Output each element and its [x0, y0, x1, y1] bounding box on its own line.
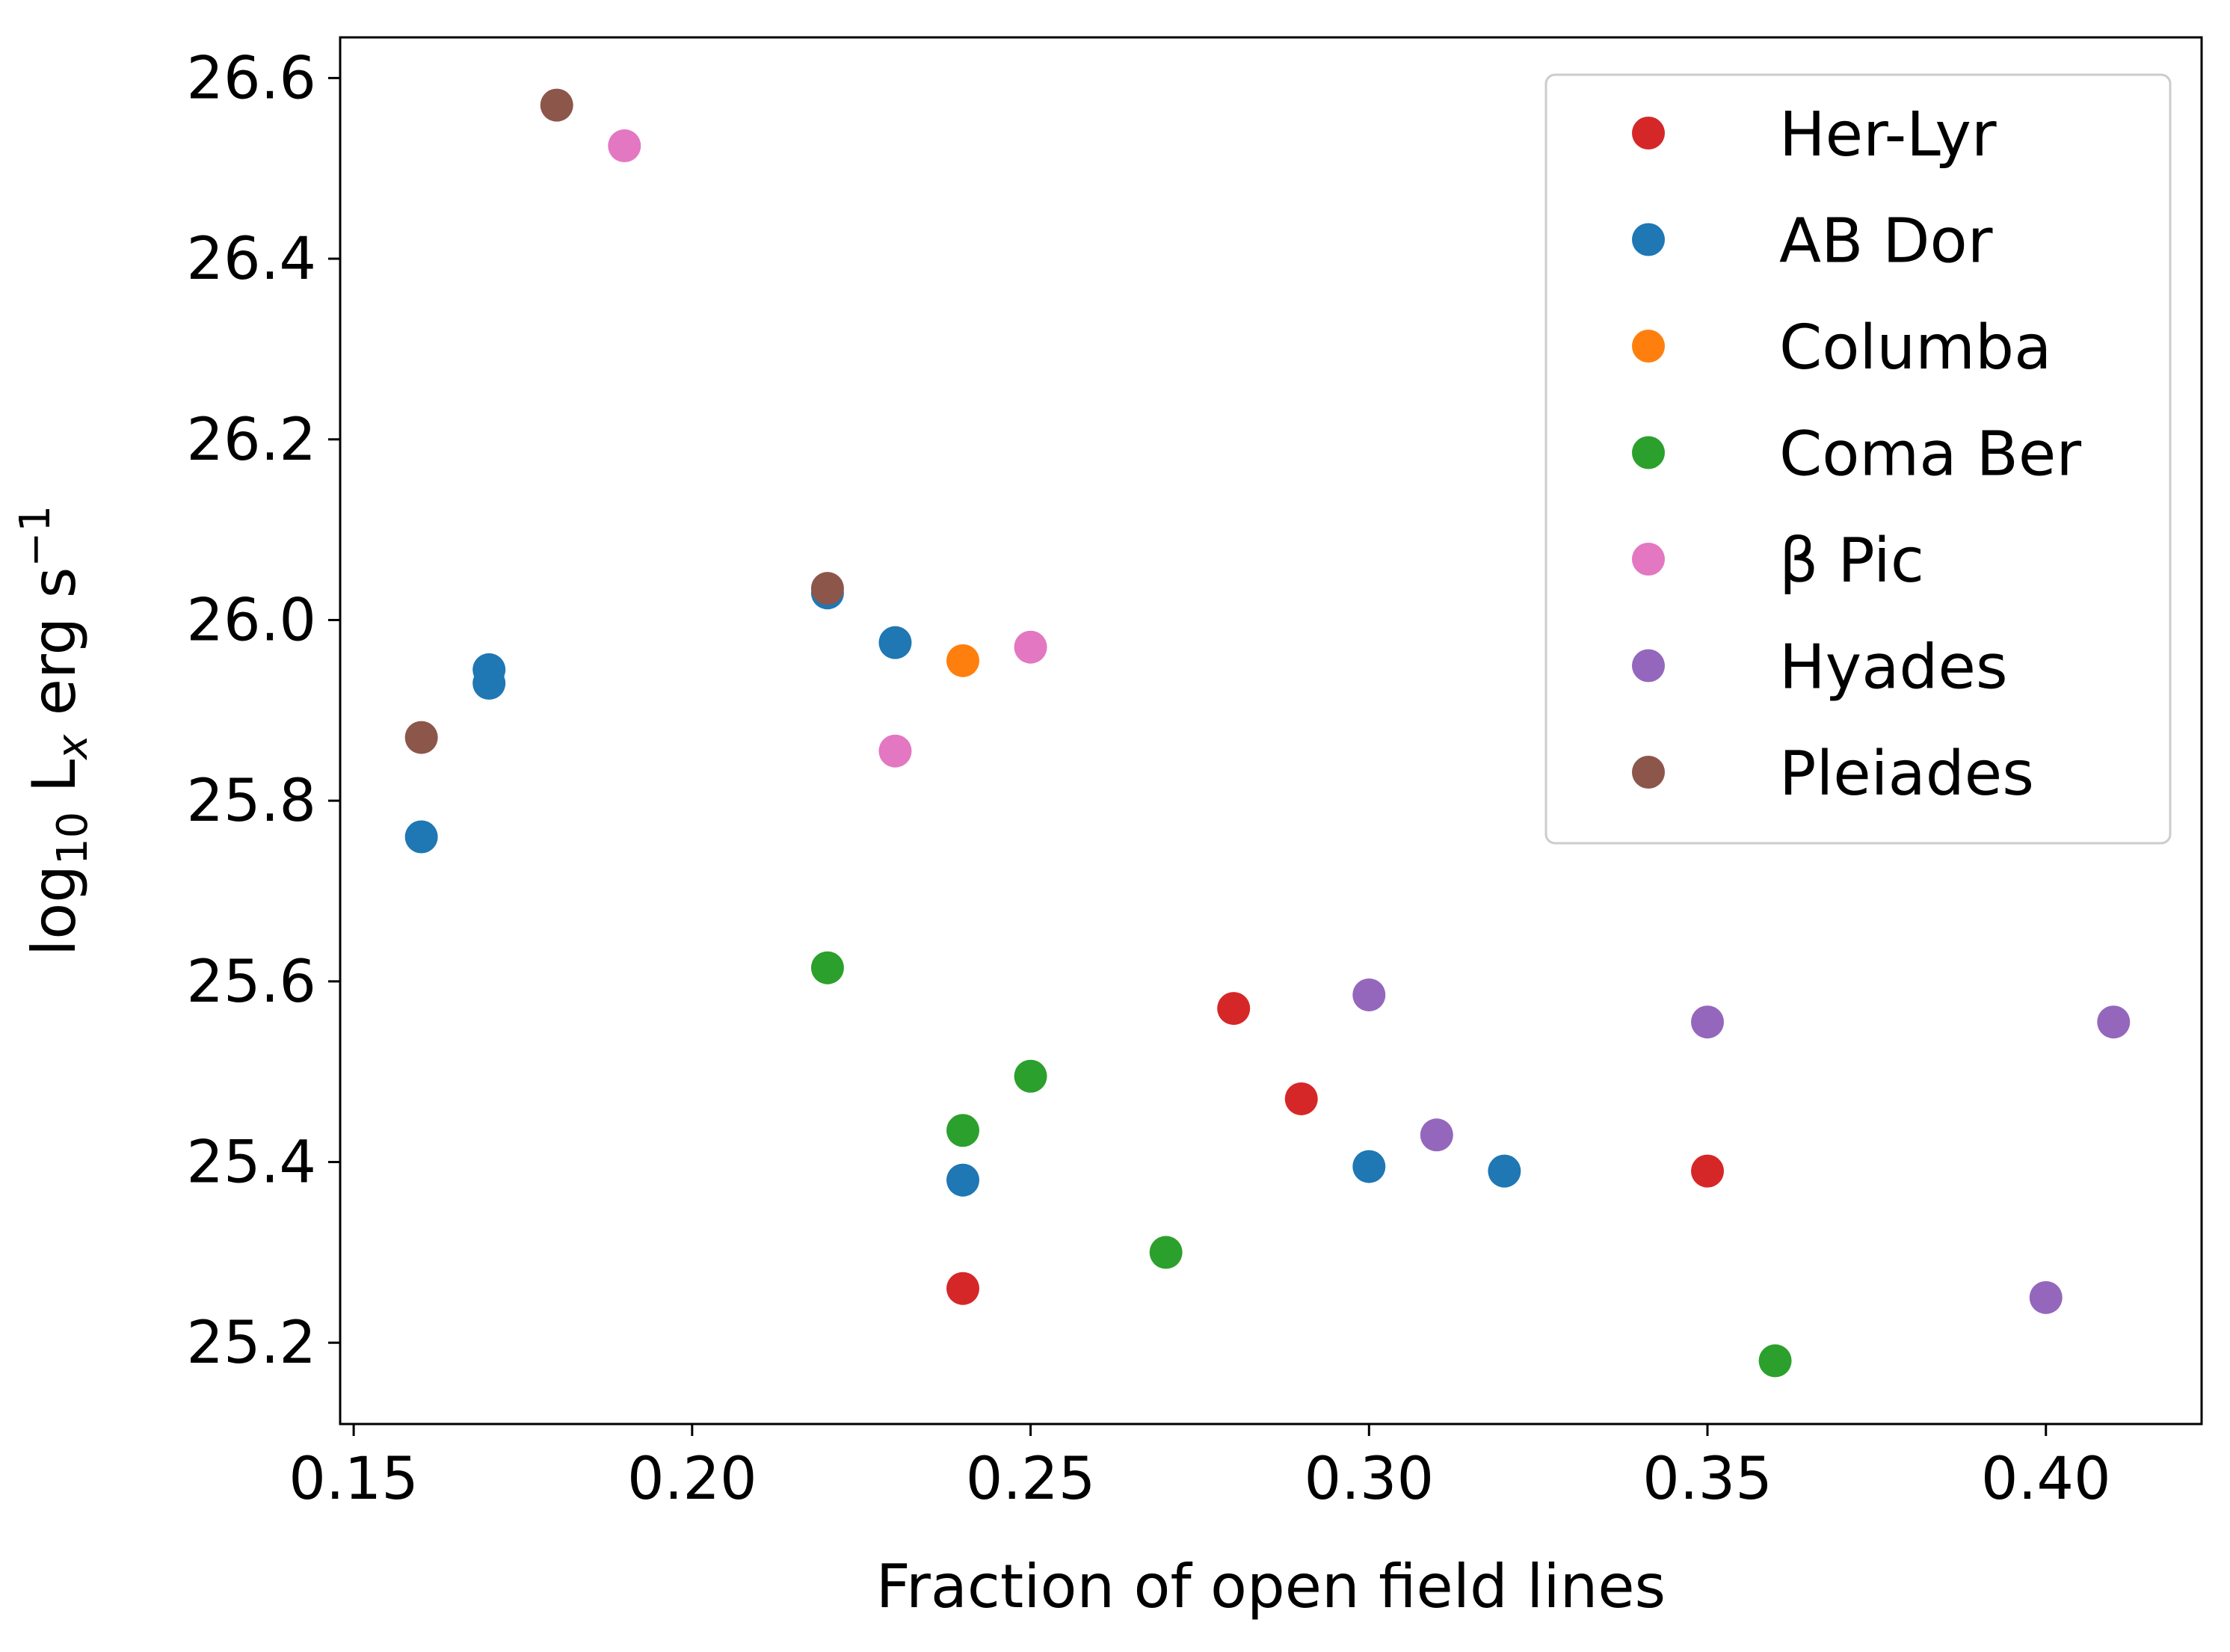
- y-tick-label: 25.4: [186, 1129, 316, 1197]
- data-point: [1284, 1082, 1318, 1115]
- legend-marker: [1632, 436, 1665, 469]
- legend-marker: [1632, 223, 1665, 256]
- legend-label: Coma Ber: [1779, 419, 2081, 490]
- x-tick-label: 0.40: [1981, 1446, 2111, 1513]
- x-tick-label: 0.15: [289, 1446, 419, 1513]
- legend-label: Her-Lyr: [1779, 99, 1997, 170]
- data-point: [946, 644, 980, 677]
- data-point: [540, 88, 573, 122]
- data-point: [878, 626, 912, 659]
- y-tick-label: 26.4: [186, 226, 316, 293]
- y-axis: 25.2 25.4 25.6 25.8 26.0 26.2 26.4 26.6: [186, 45, 340, 1377]
- legend-label: Hyades: [1779, 632, 2008, 703]
- data-point: [1758, 1344, 1792, 1378]
- legend-marker: [1632, 756, 1665, 789]
- x-axis: 0.15 0.20 0.25 0.30 0.35 0.40: [289, 1424, 2111, 1513]
- y-label-log: log: [19, 865, 89, 956]
- data-point: [404, 820, 438, 854]
- data-point: [1691, 1005, 1725, 1039]
- y-tick-label: 26.6: [186, 45, 316, 112]
- data-point: [810, 951, 844, 984]
- legend-marker: [1632, 117, 1665, 150]
- data-point: [608, 129, 641, 163]
- data-point: [1488, 1154, 1521, 1188]
- y-label-L: L: [19, 759, 89, 811]
- y-label-log-subscript: 10: [49, 812, 97, 865]
- y-tick-label: 25.2: [186, 1310, 316, 1377]
- data-point: [472, 667, 506, 700]
- data-point: [1149, 1236, 1183, 1269]
- data-point: [878, 734, 912, 768]
- data-point: [2029, 1280, 2063, 1314]
- legend-label: β Pic: [1779, 526, 1924, 597]
- y-tick-label: 26.2: [186, 407, 316, 474]
- legend-marker: [1632, 649, 1665, 682]
- y-label-x-subscript: x: [49, 734, 97, 761]
- data-point: [946, 1114, 980, 1147]
- y-label-unit: erg s: [19, 567, 89, 735]
- legend-marker: [1632, 330, 1665, 363]
- legend-box: [1544, 73, 2172, 845]
- plot-area-frame: [339, 36, 2203, 1426]
- legend-label: Columba: [1779, 312, 2051, 383]
- x-tick-label: 0.35: [1642, 1446, 1772, 1513]
- data-point: [1217, 992, 1251, 1026]
- data-point: [1691, 1154, 1725, 1188]
- data-points: [404, 88, 2131, 1378]
- legend-marker: [1632, 543, 1665, 576]
- y-tick-label: 25.8: [186, 768, 316, 835]
- data-point: [1352, 1150, 1386, 1183]
- legend-label: AB Dor: [1779, 206, 1993, 277]
- x-axis-label: Fraction of open field lines: [876, 1552, 1666, 1621]
- data-point: [1352, 978, 1386, 1011]
- x-tick-label: 0.25: [966, 1446, 1096, 1513]
- legend: Her-Lyr AB Dor Columba Coma Ber β Pic Hyades P…: [1544, 73, 2172, 845]
- legend-label: Pleiades: [1779, 739, 2034, 810]
- data-point: [946, 1272, 980, 1305]
- data-point: [1014, 630, 1047, 664]
- data-point: [2097, 1005, 2131, 1039]
- data-point: [1420, 1118, 1453, 1152]
- x-tick-label: 0.30: [1304, 1446, 1434, 1513]
- x-tick-label: 0.20: [627, 1446, 757, 1513]
- data-point: [1014, 1059, 1047, 1093]
- y-tick-label: 26.0: [186, 587, 316, 654]
- data-point: [404, 721, 438, 754]
- data-point: [946, 1163, 980, 1197]
- y-label-superscript: −1: [11, 505, 60, 567]
- y-tick-label: 25.6: [186, 949, 316, 1016]
- y-axis-label: log10 Lx erg s−1: [11, 505, 97, 956]
- data-point: [810, 572, 844, 605]
